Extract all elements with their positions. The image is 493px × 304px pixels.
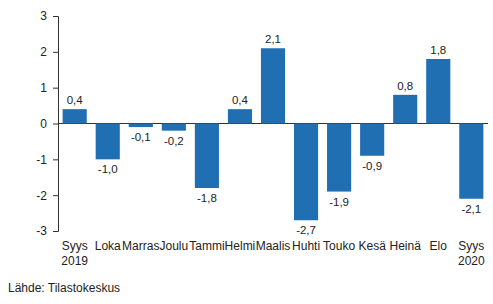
x-tick: Tammi xyxy=(189,231,224,253)
x-tick-label: Syys2020 xyxy=(458,239,485,268)
y-tick: -1 xyxy=(36,153,58,167)
y-tick: 2 xyxy=(40,45,58,59)
y-axis: -3 -2 -1 0 1 2 3 xyxy=(36,9,58,238)
bar xyxy=(459,124,483,199)
data-label: -1,0 xyxy=(98,163,118,175)
x-tick-label-line: 2019 xyxy=(61,254,88,268)
y-tick-mark xyxy=(53,124,58,125)
x-tick-label-line: Syys xyxy=(458,239,484,253)
bar xyxy=(195,124,219,189)
x-tick-label-line: Joulu xyxy=(160,239,189,253)
bar xyxy=(426,59,450,124)
y-axis-line xyxy=(53,17,59,232)
x-tick-label-line: Maalis xyxy=(256,239,291,253)
x-tick: Loka xyxy=(95,231,121,253)
x-tick-label: Maalis xyxy=(256,239,291,253)
x-tick-label-line: Kesä xyxy=(358,239,386,253)
bar xyxy=(96,124,120,160)
data-label: -2,7 xyxy=(296,224,316,236)
x-tick-label-line: Tammi xyxy=(189,239,224,253)
x-tick: Joulu xyxy=(160,231,189,253)
bar xyxy=(129,124,153,128)
x-tick: Touko xyxy=(323,231,355,253)
data-labels: 0,4 -1,0 -0,1 -0,2 -1,8 0,4 2,1 -2,7 -1,9 -0,9 0,8… xyxy=(67,33,482,236)
x-tick: Syys2019 xyxy=(61,231,88,268)
y-tick-mark xyxy=(53,16,58,17)
x-tick-label: Heinä xyxy=(390,239,422,253)
bar xyxy=(294,124,318,221)
y-tick-mark xyxy=(53,195,58,196)
bar xyxy=(228,109,252,123)
x-tick-label-line: Loka xyxy=(95,239,121,253)
x-tick-label-line: Marras xyxy=(122,239,159,253)
x-tick-label-line: Touko xyxy=(323,239,355,253)
x-tick-label: Huhti xyxy=(292,239,320,253)
y-tick-label: -2 xyxy=(36,189,47,203)
chart: 0,4 -1,0 -0,1 -0,2 -1,8 0,4 2,1 -2,7 -1,9 -0,9 0,8… xyxy=(0,0,493,304)
x-tick: Elo xyxy=(430,231,448,253)
data-label: 1,8 xyxy=(430,44,446,56)
bar xyxy=(327,124,351,192)
y-tick-label: -3 xyxy=(36,224,47,238)
y-tick-label: 2 xyxy=(40,45,47,59)
data-label: 0,4 xyxy=(67,94,84,106)
x-tick-label: Tammi xyxy=(189,239,224,253)
y-tick-mark xyxy=(53,52,58,53)
data-label: -0,9 xyxy=(362,160,382,172)
x-tick-label-line: Syys xyxy=(62,239,88,253)
x-tick-label: Touko xyxy=(323,239,355,253)
y-tick-label: 0 xyxy=(40,117,47,131)
x-tick-label-line: 2020 xyxy=(458,254,485,268)
x-tick-label-line: Elo xyxy=(430,239,448,253)
y-tick: -2 xyxy=(36,189,58,203)
y-tick: 1 xyxy=(40,81,58,95)
data-label: 2,1 xyxy=(265,33,281,45)
x-tick: Kesä xyxy=(358,231,386,253)
x-tick-label: Loka xyxy=(95,239,121,253)
y-tick-label: 1 xyxy=(40,81,47,95)
x-axis: Syys2019LokaMarrasJouluTammiHelmiMaalisH… xyxy=(61,231,485,268)
x-tick: Helmi xyxy=(225,231,256,253)
y-tick-label: 3 xyxy=(40,9,47,23)
y-tick-mark xyxy=(53,231,58,232)
x-tick: Marras xyxy=(122,231,159,253)
x-tick-label-line: Heinä xyxy=(390,239,422,253)
data-label: -0,2 xyxy=(164,135,184,147)
x-tick-label-line: Huhti xyxy=(292,239,320,253)
y-tick: 0 xyxy=(40,117,58,131)
bar xyxy=(162,124,186,131)
bar xyxy=(393,95,417,124)
x-tick-label: Marras xyxy=(122,239,159,253)
x-tick: Maalis xyxy=(256,231,291,253)
bars xyxy=(63,48,484,220)
x-tick: Huhti xyxy=(292,231,320,253)
data-label: -1,8 xyxy=(197,192,217,204)
x-tick-label: Elo xyxy=(430,239,448,253)
x-tick-label-line: Helmi xyxy=(225,239,256,253)
data-label: -0,1 xyxy=(131,131,151,143)
y-tick: -3 xyxy=(36,224,58,238)
x-tick-label: Kesä xyxy=(358,239,386,253)
data-label: -1,9 xyxy=(329,196,349,208)
data-label: 0,8 xyxy=(397,80,413,92)
data-label: -2,1 xyxy=(461,203,481,215)
bar xyxy=(63,109,87,123)
y-tick: 3 xyxy=(40,9,58,23)
x-tick: Syys2020 xyxy=(458,231,485,268)
y-tick-mark xyxy=(53,159,58,160)
data-label: 0,4 xyxy=(232,94,249,106)
y-tick-mark xyxy=(53,88,58,89)
bar xyxy=(360,124,384,156)
x-tick-label: Joulu xyxy=(160,239,189,253)
x-tick-label: Syys2019 xyxy=(61,239,88,268)
source: Lähde: Tilastokeskus xyxy=(8,281,120,295)
x-tick: Heinä xyxy=(390,231,422,253)
x-tick-label: Helmi xyxy=(225,239,256,253)
y-tick-label: -1 xyxy=(36,153,47,167)
bar xyxy=(261,48,285,123)
